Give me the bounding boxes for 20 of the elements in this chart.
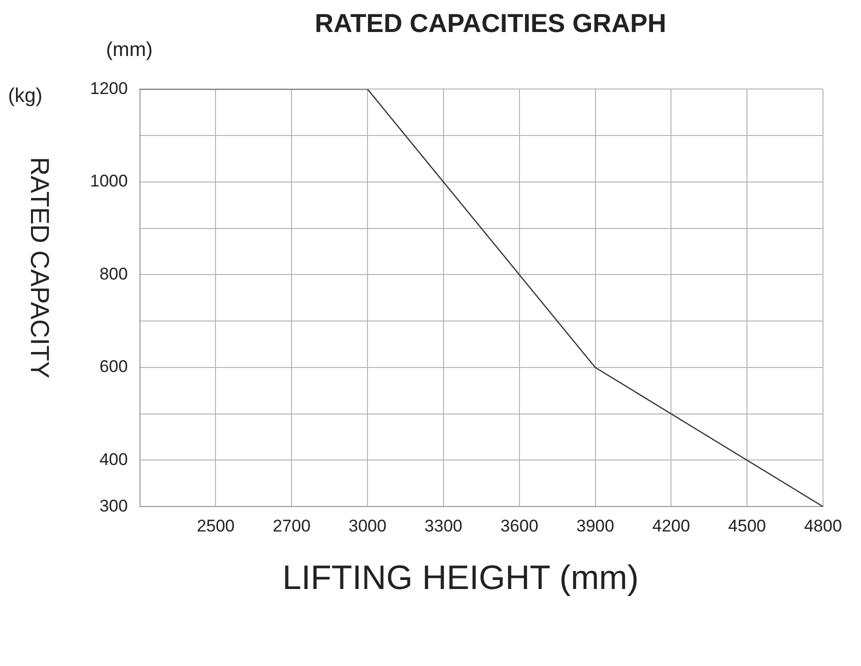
x-tick-label: 3600: [500, 516, 538, 536]
x-tick-label: 2700: [272, 516, 311, 536]
x-tick-label: 2500: [196, 516, 235, 536]
x-tick-label: 3900: [576, 516, 614, 536]
x-tick-label: 3300: [424, 516, 462, 536]
x-tick-label: 4500: [728, 516, 766, 536]
chart-title: RATED CAPACITIES GRAPH: [314, 8, 668, 39]
x-tick-label: 3000: [348, 516, 386, 536]
x-tick-label: 4200: [652, 516, 690, 536]
y-tick-label: 800: [99, 264, 128, 284]
x-tick-label: 4800: [804, 516, 842, 536]
y-tick-label: 400: [99, 450, 128, 469]
y-tick-label: 300: [99, 496, 128, 516]
text: (kg): [8, 85, 42, 108]
y-tick-label: 1200: [90, 78, 128, 98]
y-tick-label: 1000: [90, 172, 128, 191]
y-axis-title: RATED CAPACITY: [24, 157, 55, 379]
y-tick-label: 600: [99, 357, 128, 376]
x-axis-title: LIFTING HEIGHT (mm): [281, 559, 640, 598]
text: (mm): [106, 39, 154, 63]
